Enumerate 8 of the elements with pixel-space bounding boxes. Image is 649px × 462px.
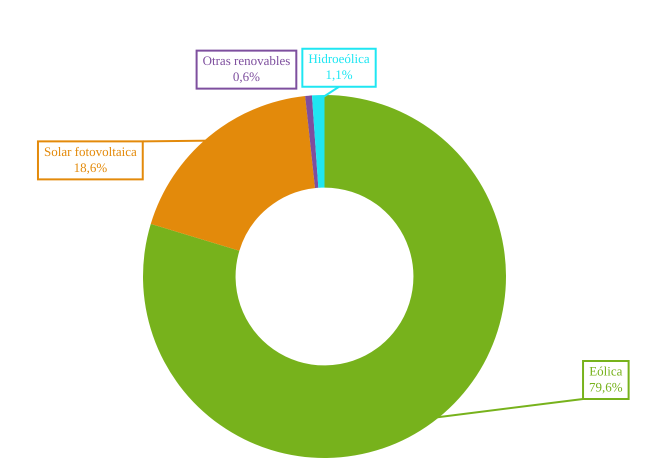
slice-label: Otras renovables bbox=[202, 53, 290, 68]
data-label: 79,6% bbox=[589, 379, 623, 394]
data-label: 18,6% bbox=[74, 160, 108, 175]
slice-label: Hidroeólica bbox=[308, 51, 370, 66]
data-label: 1,1% bbox=[325, 67, 353, 82]
data-label: 0,6% bbox=[232, 69, 260, 84]
slice-label: Solar fotovoltaica bbox=[44, 144, 137, 159]
slice-label: Eólica bbox=[589, 363, 623, 378]
